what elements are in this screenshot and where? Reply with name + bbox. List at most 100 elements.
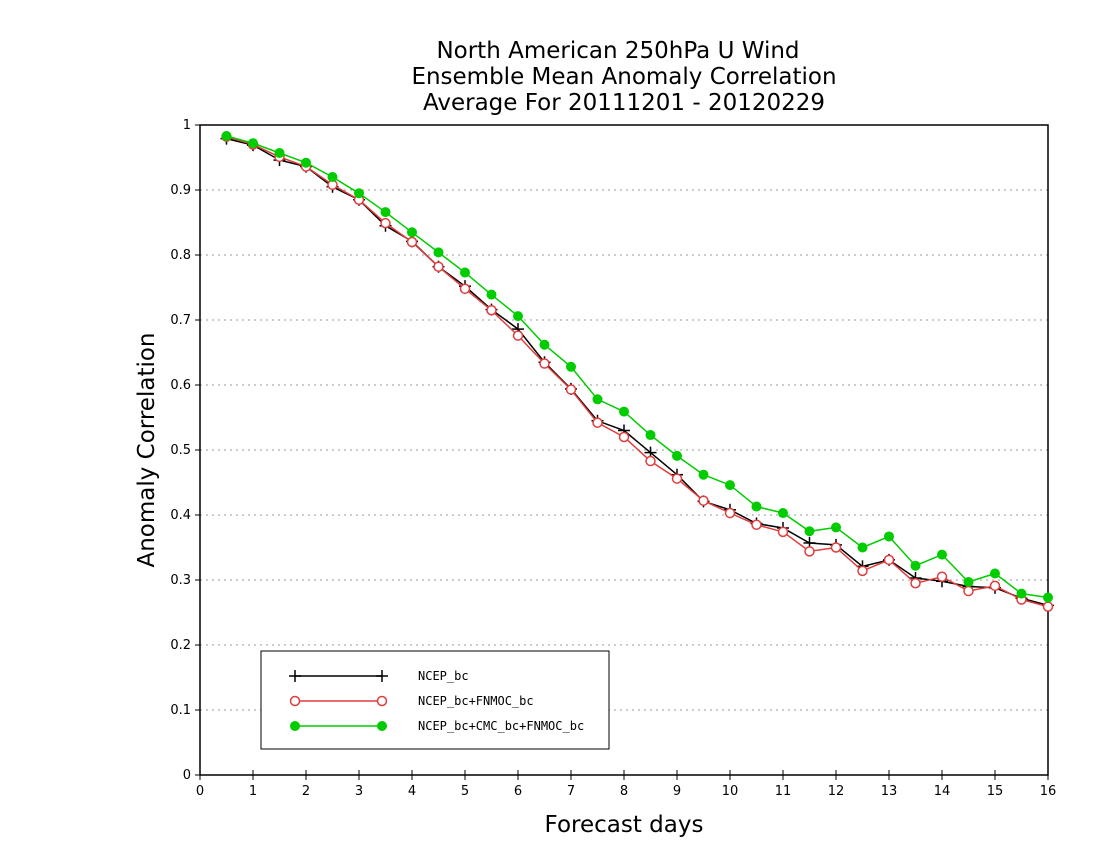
data-point-open-circle [512, 330, 524, 341]
data-point-filled-circle [380, 207, 391, 218]
data-point-open-circle [618, 431, 630, 443]
legend-label: NCEP_bc [418, 669, 469, 683]
x-tick-label: 10 [722, 784, 739, 799]
series-3 [221, 131, 1053, 603]
data-point-open-circle [698, 495, 709, 506]
chart-title-line-3: Average For 20111201 - 20120229 [423, 90, 825, 116]
x-tick-label: 11 [775, 784, 792, 799]
data-point-open-circle [433, 261, 444, 272]
data-point-filled-circle [327, 172, 338, 182]
legend: NCEP_bc NCEP_bc+FNMOC_bc NCEP_bc+CMC_bc+FN… [260, 650, 610, 750]
series-layer [220, 131, 1054, 612]
x-tick-label: 15 [987, 784, 1004, 799]
data-point-open-circle [777, 526, 789, 538]
data-point-filled-circle [963, 576, 974, 587]
data-point-filled-circle [301, 157, 311, 168]
y-tick-label: 0.8 [170, 248, 191, 263]
x-tick-label: 13 [881, 784, 898, 799]
series-line [226, 135, 1049, 599]
data-point-open-circle [751, 519, 762, 530]
data-point-filled-circle [804, 526, 815, 537]
data-point-filled-circle [1016, 588, 1027, 599]
data-point-filled-circle [619, 406, 629, 417]
data-point-filled-circle [725, 480, 735, 491]
legend-box [260, 650, 610, 750]
data-point-open-circle [724, 507, 736, 519]
data-point-open-circle [671, 473, 683, 484]
data-point-filled-circle [513, 311, 523, 322]
data-point-plus [289, 670, 301, 682]
data-point-open-circle [486, 305, 497, 316]
x-tick-label: 2 [302, 784, 310, 799]
x-tick-label: 14 [934, 784, 951, 799]
data-point-open-circle [289, 695, 301, 707]
x-tick-label: 6 [514, 784, 522, 799]
data-point-filled-circle [290, 721, 300, 731]
data-point-filled-circle [221, 131, 232, 142]
y-tick-label: 0.3 [170, 573, 191, 588]
data-point-open-circle [592, 417, 603, 428]
x-tick-label: 4 [408, 784, 416, 799]
data-point-filled-circle [354, 188, 364, 199]
data-point-open-circle [1042, 601, 1054, 612]
chart-title: North American 250hPa U Wind Ensemble Me… [411, 38, 836, 116]
data-point-filled-circle [857, 542, 868, 553]
data-point-open-circle [565, 384, 577, 395]
chart-title-line-1: North American 250hPa U Wind [436, 38, 799, 64]
y-axis-label: Anomaly Correlation [134, 332, 160, 567]
data-point-open-circle [459, 283, 471, 295]
x-tick-label: 5 [461, 784, 469, 799]
y-axis: 0 0.1 0.2 0.3 0.4 0.5 0.6 0.7 0.8 0.9 1 [170, 118, 200, 783]
data-point-open-circle [376, 695, 388, 707]
data-point-filled-circle [1043, 592, 1053, 603]
series-line [226, 135, 1049, 608]
x-axis-label: Forecast days [545, 812, 704, 838]
x-tick-label: 12 [828, 784, 845, 799]
data-point-open-circle [963, 585, 974, 597]
data-point-open-circle [406, 236, 418, 248]
data-point-filled-circle [698, 469, 709, 480]
data-point-open-circle [857, 565, 868, 577]
series-line [226, 137, 1049, 607]
data-point-filled-circle [672, 450, 682, 461]
data-point-plus [376, 670, 388, 682]
data-point-open-circle [830, 542, 842, 553]
x-tick-label: 7 [567, 784, 575, 799]
y-tick-label: 0.7 [170, 313, 191, 328]
data-point-filled-circle [990, 568, 1000, 579]
data-point-open-circle [539, 358, 550, 369]
gridlines [200, 189, 1048, 711]
data-point-filled-circle [539, 339, 550, 350]
data-point-open-circle [804, 546, 815, 557]
series-1 [220, 132, 1054, 612]
data-point-filled-circle [377, 721, 387, 731]
data-point-open-circle [380, 217, 391, 229]
legend-label: NCEP_bc+FNMOC_bc [418, 694, 534, 708]
data-point-filled-circle [460, 267, 470, 278]
legend-entry-2: NCEP_bc+FNMOC_bc [289, 694, 534, 708]
data-point-filled-circle [831, 522, 841, 533]
data-point-filled-circle [937, 549, 947, 560]
x-tick-label: 8 [620, 784, 628, 799]
data-point-open-circle [645, 455, 656, 467]
data-point-filled-circle [407, 227, 417, 238]
data-point-filled-circle [486, 289, 497, 300]
data-point-open-circle [989, 580, 1001, 592]
data-point-open-circle [883, 554, 895, 566]
x-tick-label: 3 [355, 784, 363, 799]
y-tick-label: 0.2 [170, 638, 191, 653]
series-2 [221, 131, 1054, 612]
data-point-open-circle [936, 571, 948, 582]
y-tick-label: 0.6 [170, 378, 191, 393]
data-point-filled-circle [274, 147, 285, 158]
data-point-filled-circle [248, 138, 258, 149]
data-point-filled-circle [778, 508, 788, 519]
data-point-filled-circle [910, 560, 921, 571]
y-tick-label: 0.4 [170, 508, 191, 523]
data-point-filled-circle [433, 247, 444, 258]
chart-title-line-2: Ensemble Mean Anomaly Correlation [411, 64, 836, 90]
legend-label: NCEP_bc+CMC_bc+FNMOC_bc [418, 719, 584, 733]
x-tick-label: 16 [1040, 784, 1057, 799]
x-tick-label: 0 [196, 784, 204, 799]
